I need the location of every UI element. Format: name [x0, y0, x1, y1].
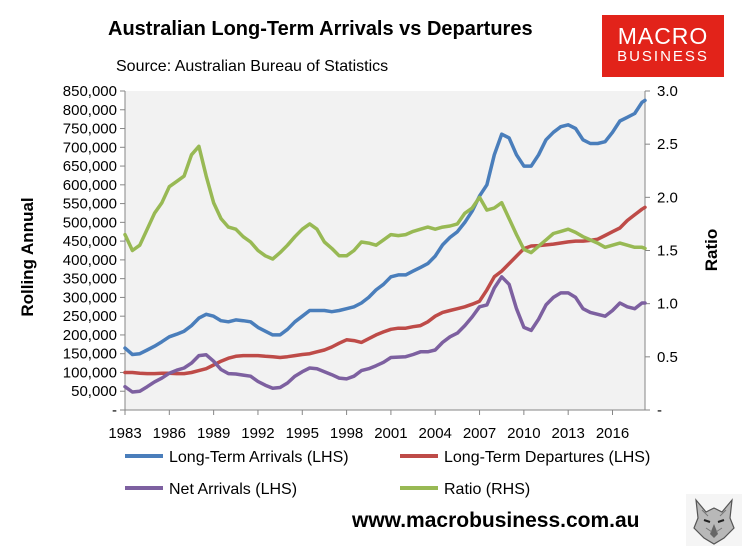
series-lines	[123, 98, 647, 394]
left-axis-tick-label: 550,000	[63, 196, 117, 213]
left-axis-title: Rolling Annual	[18, 197, 37, 316]
legend-label-net-arrivals: Net Arrivals (LHS)	[169, 481, 298, 498]
left-axis-tick-label: 700,000	[63, 139, 117, 156]
x-axis-tick-label: 2007	[463, 425, 496, 442]
left-axis-tick-label: 300,000	[63, 289, 117, 306]
series-line-net-arrivals	[123, 275, 647, 394]
left-axis-tick-label: 500,000	[63, 214, 117, 231]
legend-swatch-net-arrivals	[125, 485, 163, 490]
left-axis-tick-label: 750,000	[63, 121, 117, 138]
left-axis-tick-label: -	[112, 402, 117, 419]
x-axis-tick-label: 2013	[551, 425, 584, 442]
left-axis-tick-label: 400,000	[63, 252, 117, 269]
left-axis-tick-label: 250,000	[63, 308, 117, 325]
series-line-long-term-arrivals	[123, 98, 647, 357]
x-axis-tick-label: 1983	[108, 425, 141, 442]
website-url[interactable]: www.macrobusiness.com.au	[352, 509, 640, 532]
left-axis-tick-label: 200,000	[63, 327, 117, 344]
legend-item-net-arrivals: Net Arrivals (LHS)	[125, 481, 297, 499]
chart-subtitle: Source: Australian Bureau of Statistics	[116, 58, 389, 75]
plot-area	[125, 91, 645, 410]
x-axis-tick-label: 2016	[596, 425, 629, 442]
left-axis-tick-label: 50,000	[71, 383, 117, 400]
right-axis-tick-label: 3.0	[657, 83, 678, 100]
series-line-long-term-departures	[123, 205, 647, 376]
x-axis-tick-label: 1986	[153, 425, 186, 442]
logo-line-2: BUSINESS	[617, 48, 709, 65]
right-axis-tick-label: 1.5	[657, 243, 678, 260]
series-line-ratio	[123, 144, 647, 261]
right-axis-tick-label: -	[657, 402, 662, 419]
right-axis-ticks: - 0.5 1.0 1.5 2.0 2.5 3.0	[645, 83, 678, 419]
left-axis-tick-label: 150,000	[63, 346, 117, 363]
x-axis-tick-label: 1995	[286, 425, 319, 442]
left-axis-tick-label: 800,000	[63, 102, 117, 119]
left-axis-tick-label: 450,000	[63, 233, 117, 250]
macrobusiness-logo[interactable]: MACRO BUSINESS	[602, 15, 724, 77]
left-axis-tick-label: 350,000	[63, 271, 117, 288]
right-axis-tick-label: 2.0	[657, 189, 678, 206]
legend-swatch-departures	[400, 453, 438, 458]
right-axis-tick-label: 0.5	[657, 349, 678, 366]
legend-item-departures: Long-Term Departures (LHS)	[400, 449, 650, 467]
x-axis-ticks: 1983 1986 1989 1992 1995 1998 2001 2004 2007 2010…	[108, 410, 629, 442]
legend-swatch-arrivals	[125, 453, 163, 458]
left-axis-tick-label: 100,000	[63, 364, 117, 381]
right-axis-tick-label: 2.5	[657, 136, 678, 153]
chart-title: Australian Long-Term Arrivals vs Departu…	[108, 18, 533, 40]
x-axis-tick-label: 1989	[197, 425, 230, 442]
left-axis-tick-label: 650,000	[63, 158, 117, 175]
x-axis-tick-label: 2010	[507, 425, 540, 442]
legend-label-ratio: Ratio (RHS)	[444, 481, 531, 498]
x-axis-tick-label: 1992	[241, 425, 274, 442]
left-axis-tick-label: 600,000	[63, 177, 117, 194]
wolf-logo-icon	[686, 494, 742, 546]
right-axis-title: Ratio	[702, 229, 721, 272]
legend-label-arrivals: Long-Term Arrivals (LHS)	[169, 449, 349, 466]
left-axis-tick-label: 850,000	[63, 83, 117, 100]
legend-item-ratio: Ratio (RHS)	[400, 481, 530, 499]
legend-swatch-ratio	[400, 485, 438, 490]
x-axis-tick-label: 2001	[374, 425, 407, 442]
logo-line-1: MACRO	[617, 23, 709, 49]
x-axis-tick-label: 1998	[330, 425, 363, 442]
x-axis-tick-label: 2004	[419, 425, 452, 442]
right-axis-tick-label: 1.0	[657, 296, 678, 313]
legend-item-arrivals: Long-Term Arrivals (LHS)	[125, 449, 349, 467]
legend-label-departures: Long-Term Departures (LHS)	[444, 449, 651, 466]
